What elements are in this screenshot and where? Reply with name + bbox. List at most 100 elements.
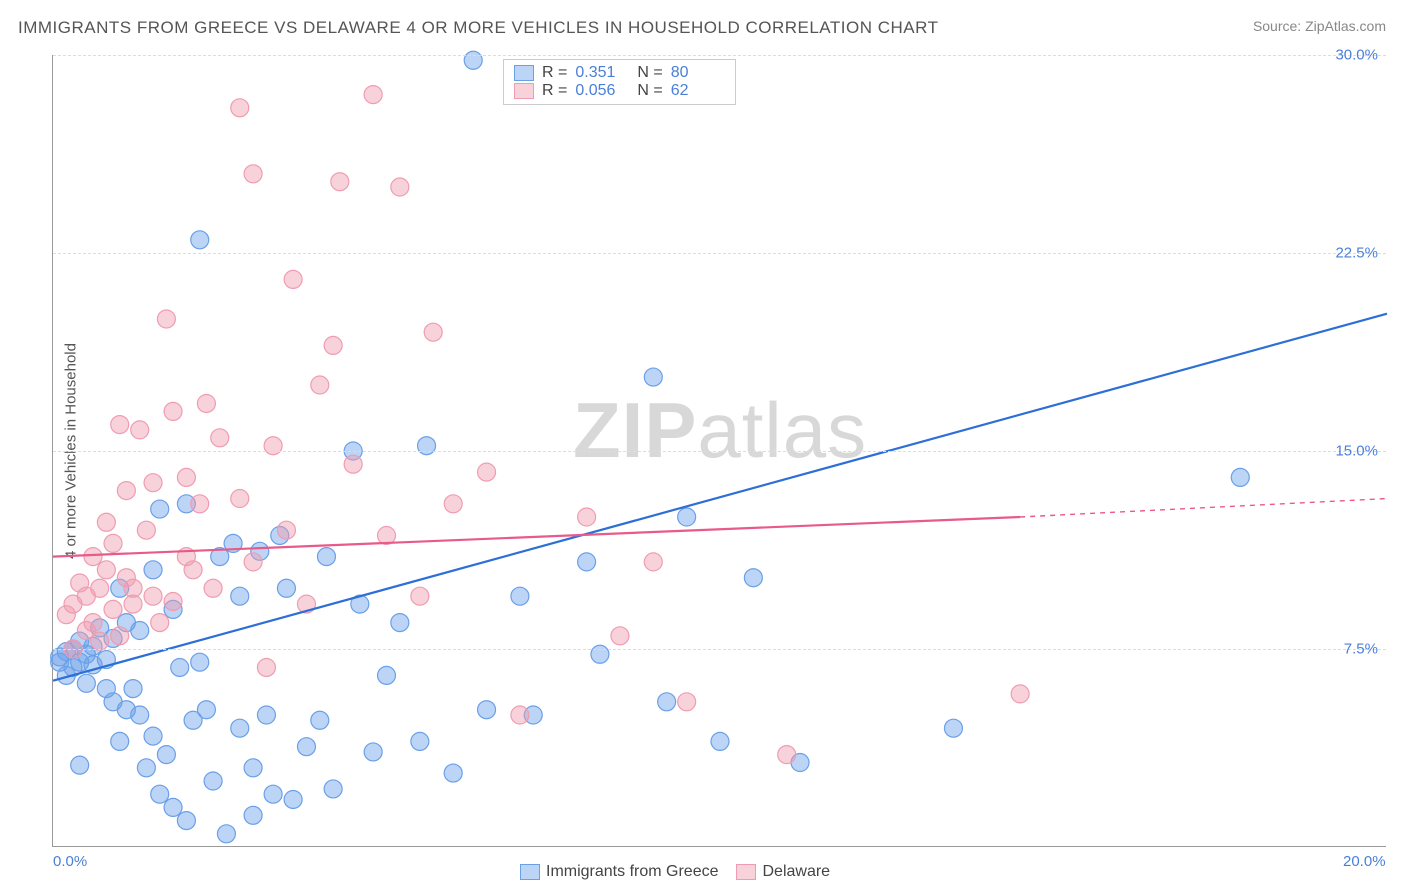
data-point-delaware: [1011, 685, 1029, 703]
data-point-delaware: [111, 627, 129, 645]
data-point-greece: [197, 701, 215, 719]
data-point-greece: [591, 645, 609, 663]
data-point-delaware: [144, 474, 162, 492]
data-point-greece: [157, 746, 175, 764]
data-point-delaware: [324, 336, 342, 354]
data-point-greece: [364, 743, 382, 761]
data-point-delaware: [231, 490, 249, 508]
data-point-delaware: [257, 658, 275, 676]
data-point-delaware: [157, 310, 175, 328]
data-point-delaware: [204, 579, 222, 597]
data-point-delaware: [244, 553, 262, 571]
data-point-delaware: [184, 561, 202, 579]
legend-item-delaware: Delaware: [736, 863, 830, 881]
data-point-greece: [678, 508, 696, 526]
data-point-greece: [137, 759, 155, 777]
legend-swatch-greece: [520, 864, 540, 880]
data-point-delaware: [344, 455, 362, 473]
data-point-greece: [284, 790, 302, 808]
data-point-greece: [77, 674, 95, 692]
data-point-greece: [311, 711, 329, 729]
data-point-delaware: [444, 495, 462, 513]
data-point-greece: [324, 780, 342, 798]
data-point-greece: [644, 368, 662, 386]
legend-R-value: 0.351: [575, 64, 629, 82]
data-point-delaware: [678, 693, 696, 711]
data-point-greece: [244, 759, 262, 777]
regression-line-greece: [53, 314, 1387, 681]
data-point-greece: [217, 825, 235, 843]
legend-N-value: 62: [671, 82, 725, 100]
data-point-greece: [111, 732, 129, 750]
chart-title: IMMIGRANTS FROM GREECE VS DELAWARE 4 OR …: [18, 18, 938, 38]
legend-swatch-delaware: [736, 864, 756, 880]
data-point-greece: [144, 727, 162, 745]
data-point-greece: [411, 732, 429, 750]
data-point-delaware: [778, 746, 796, 764]
y-tick-label: 7.5%: [1344, 641, 1378, 658]
plot-area: 4 or more Vehicles in Household ZIPatlas…: [52, 55, 1386, 847]
data-point-delaware: [117, 482, 135, 500]
data-point-greece: [231, 587, 249, 605]
data-point-delaware: [177, 468, 195, 486]
x-tick-label: 0.0%: [53, 853, 87, 870]
correlation-legend: R =0.351N =80R =0.056N =62: [503, 59, 736, 105]
gridline: [53, 253, 1386, 254]
regression-line-delaware: [53, 517, 1020, 557]
data-point-delaware: [391, 178, 409, 196]
data-point-delaware: [84, 548, 102, 566]
y-tick-label: 22.5%: [1335, 245, 1378, 262]
data-point-greece: [244, 806, 262, 824]
data-point-greece: [177, 812, 195, 830]
data-point-delaware: [478, 463, 496, 481]
data-point-delaware: [231, 99, 249, 117]
data-point-greece: [744, 569, 762, 587]
data-point-delaware: [644, 553, 662, 571]
data-point-delaware: [164, 592, 182, 610]
data-point-greece: [1231, 468, 1249, 486]
data-point-delaware: [104, 600, 122, 618]
data-point-delaware: [411, 587, 429, 605]
y-tick-label: 15.0%: [1335, 443, 1378, 460]
gridline: [53, 649, 1386, 650]
legend-item-greece: Immigrants from Greece: [520, 863, 718, 881]
data-point-delaware: [244, 165, 262, 183]
data-point-delaware: [124, 595, 142, 613]
data-point-greece: [277, 579, 295, 597]
legend-N-label: N =: [637, 64, 662, 82]
legend-R-label: R =: [542, 64, 567, 82]
legend-label: Delaware: [762, 863, 830, 880]
data-point-greece: [204, 772, 222, 790]
data-point-delaware: [611, 627, 629, 645]
data-point-delaware: [424, 323, 442, 341]
data-point-delaware: [331, 173, 349, 191]
data-point-delaware: [284, 270, 302, 288]
data-point-greece: [711, 732, 729, 750]
data-point-greece: [144, 561, 162, 579]
legend-row-greece: R =0.351N =80: [514, 64, 725, 82]
data-point-delaware: [164, 402, 182, 420]
legend-row-delaware: R =0.056N =62: [514, 82, 725, 100]
data-point-greece: [131, 706, 149, 724]
data-point-delaware: [277, 521, 295, 539]
data-point-greece: [171, 658, 189, 676]
data-point-delaware: [97, 513, 115, 531]
data-point-delaware: [264, 437, 282, 455]
source-attribution: Source: ZipAtlas.com: [1253, 18, 1386, 34]
data-point-delaware: [511, 706, 529, 724]
data-point-greece: [257, 706, 275, 724]
data-point-greece: [464, 51, 482, 69]
series-legend: Immigrants from Greece Delaware: [520, 863, 830, 881]
data-point-greece: [944, 719, 962, 737]
legend-R-value: 0.056: [575, 82, 629, 100]
data-point-delaware: [137, 521, 155, 539]
data-point-greece: [131, 622, 149, 640]
data-point-delaware: [364, 86, 382, 104]
data-point-greece: [658, 693, 676, 711]
data-point-greece: [264, 785, 282, 803]
data-point-delaware: [578, 508, 596, 526]
data-point-greece: [71, 756, 89, 774]
data-point-greece: [191, 653, 209, 671]
data-point-delaware: [144, 587, 162, 605]
regression-line-delaware-extrapolated: [1020, 499, 1387, 517]
